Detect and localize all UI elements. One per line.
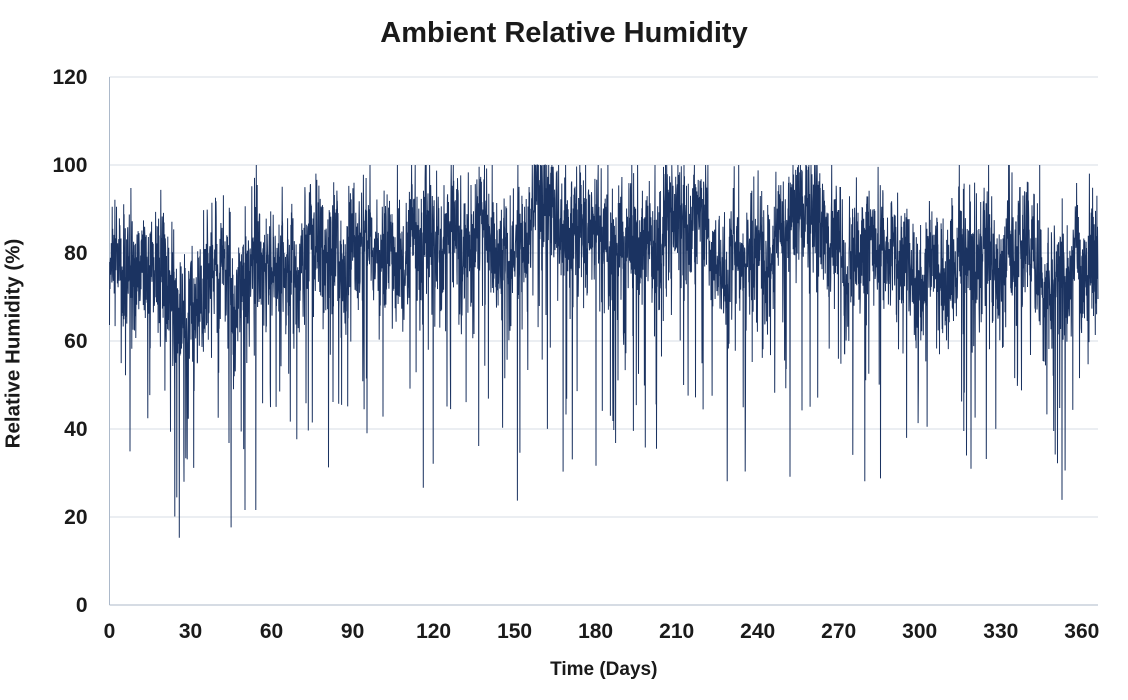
svg-text:240: 240 <box>740 620 775 643</box>
svg-text:80: 80 <box>64 242 87 265</box>
svg-text:30: 30 <box>179 620 202 643</box>
svg-text:120: 120 <box>52 66 87 89</box>
svg-text:20: 20 <box>64 506 87 529</box>
svg-text:360: 360 <box>1064 620 1099 643</box>
svg-text:100: 100 <box>52 154 87 177</box>
svg-text:40: 40 <box>64 418 87 441</box>
svg-text:210: 210 <box>659 620 694 643</box>
svg-text:180: 180 <box>578 620 613 643</box>
svg-text:90: 90 <box>341 620 364 643</box>
svg-text:270: 270 <box>821 620 856 643</box>
svg-text:0: 0 <box>76 594 88 617</box>
svg-text:60: 60 <box>260 620 283 643</box>
svg-text:120: 120 <box>416 620 451 643</box>
svg-text:150: 150 <box>497 620 532 643</box>
svg-text:0: 0 <box>104 620 116 643</box>
svg-text:330: 330 <box>983 620 1018 643</box>
svg-text:300: 300 <box>902 620 937 643</box>
svg-text:60: 60 <box>64 330 87 353</box>
